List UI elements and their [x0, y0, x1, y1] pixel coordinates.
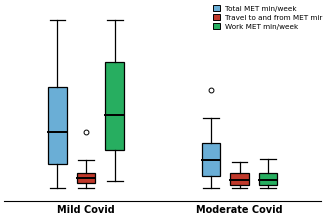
FancyBboxPatch shape — [77, 173, 95, 183]
FancyBboxPatch shape — [259, 173, 277, 185]
FancyBboxPatch shape — [106, 62, 124, 150]
FancyBboxPatch shape — [48, 87, 67, 164]
FancyBboxPatch shape — [230, 173, 249, 185]
FancyBboxPatch shape — [202, 143, 220, 176]
Legend: Total MET min/week, Travel to and from MET mir, Work MET min/week: Total MET min/week, Travel to and from M… — [212, 4, 324, 31]
